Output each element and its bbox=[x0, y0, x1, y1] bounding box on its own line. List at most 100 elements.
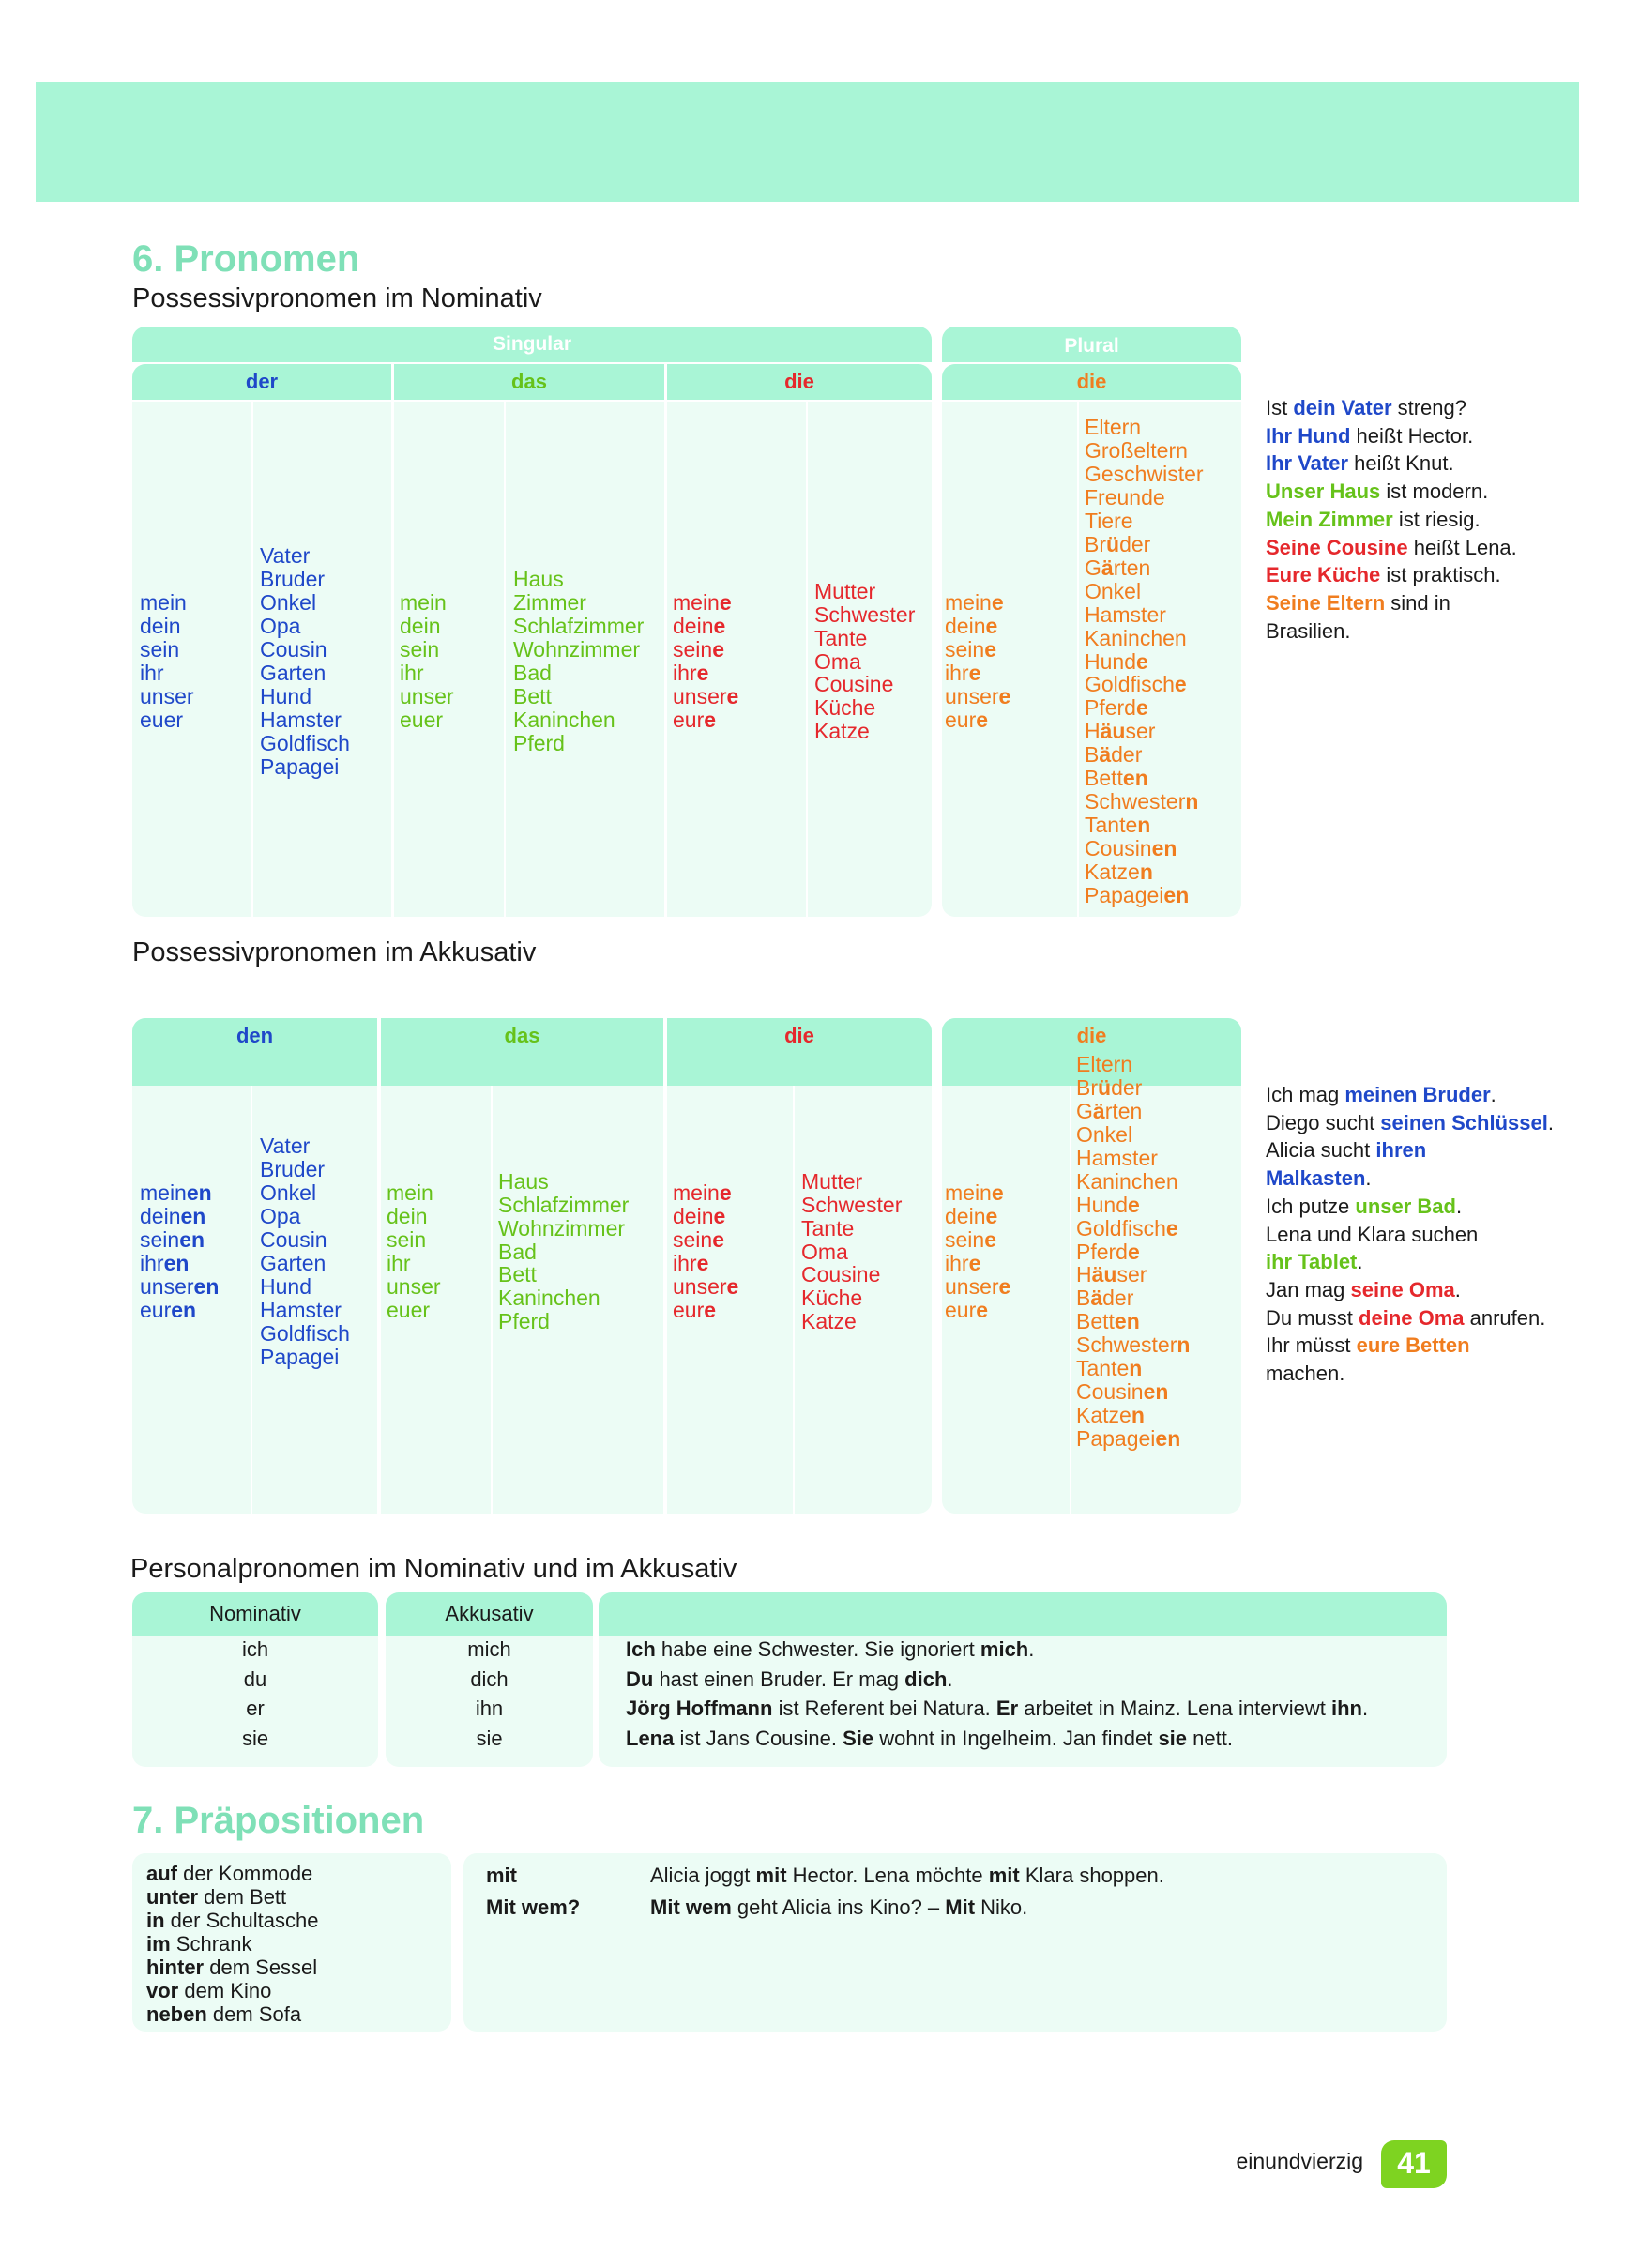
bold-text: e bbox=[696, 661, 709, 685]
text: Papagei bbox=[1085, 882, 1164, 907]
bold-text: Malkasten bbox=[1266, 1166, 1366, 1191]
noun: Mutter bbox=[814, 579, 915, 603]
text: mein bbox=[673, 1180, 720, 1206]
text: sein bbox=[140, 637, 180, 662]
bold-text: Sie bbox=[843, 1726, 874, 1750]
text: Vater bbox=[260, 543, 311, 569]
text: Kaninchen bbox=[498, 1286, 600, 1311]
text: Bruder bbox=[260, 1157, 326, 1182]
preposition-line: unter dem Bett bbox=[146, 1885, 318, 1909]
example-line: Ihr Hund heißt Hector. bbox=[1266, 422, 1517, 450]
text: Hector. Lena möchte bbox=[786, 1864, 989, 1887]
bold-text: e bbox=[704, 1297, 717, 1322]
text: sein bbox=[387, 1227, 427, 1253]
pronoun: meine bbox=[945, 1181, 1010, 1205]
bold-text: Ich bbox=[626, 1637, 656, 1661]
noun: Bett bbox=[498, 1263, 629, 1286]
text: unser bbox=[673, 1273, 727, 1299]
bold-text: e bbox=[696, 1251, 709, 1275]
example-line: Du musst deine Oma anrufen. bbox=[1266, 1304, 1554, 1332]
subtitle: Possessivpronomen im Nominativ bbox=[132, 283, 542, 313]
noun: Wohnzimmer bbox=[498, 1216, 629, 1241]
bold-text: en bbox=[171, 1297, 197, 1322]
text: sein bbox=[400, 637, 440, 662]
bold-text: ä bbox=[1090, 1286, 1103, 1311]
text: . bbox=[1357, 1250, 1363, 1274]
noun: Katze bbox=[814, 720, 915, 743]
body-cell bbox=[386, 1636, 593, 1767]
noun: Bad bbox=[498, 1239, 629, 1264]
noun: Schwestern bbox=[1085, 790, 1204, 814]
text: Bad bbox=[498, 1239, 537, 1264]
text: unser bbox=[945, 683, 999, 708]
text: sind in bbox=[1385, 590, 1450, 615]
akkusativ: ihn bbox=[475, 1697, 504, 1721]
text: Goldfisch bbox=[260, 730, 350, 755]
header-band bbox=[36, 82, 1579, 202]
section-title: 7. Präpositionen bbox=[132, 1800, 425, 1841]
text: . bbox=[1454, 1277, 1461, 1301]
bold-text: unter bbox=[146, 1885, 198, 1909]
bold-text: en bbox=[179, 1227, 205, 1253]
text: ihr bbox=[945, 661, 969, 685]
pronoun: deine bbox=[945, 1205, 1010, 1228]
pronoun: deine bbox=[673, 1205, 738, 1228]
pronoun: unsere bbox=[945, 683, 1010, 708]
page-word: einundvierzig bbox=[1236, 2149, 1363, 2173]
nouns-column: Eltern Brüder Gärten Onkel Hamster Kaninchen H… bbox=[1076, 1032, 1190, 1471]
bold-text: e bbox=[1135, 695, 1148, 721]
text: mein bbox=[140, 1180, 187, 1206]
noun: Hamster bbox=[1085, 602, 1204, 627]
text: . bbox=[1362, 1697, 1369, 1721]
bold-text: e bbox=[1174, 672, 1187, 697]
bold-text: en bbox=[1163, 882, 1190, 907]
akkusativ: mich bbox=[467, 1637, 511, 1661]
noun: Cousin bbox=[260, 638, 350, 662]
text: ist riesig. bbox=[1392, 507, 1481, 531]
text: geht Alicia ins Kino? – bbox=[731, 1895, 946, 1919]
text: Ihr müsst bbox=[1266, 1333, 1357, 1358]
text: euer bbox=[140, 707, 184, 732]
bold-text: im bbox=[146, 1932, 171, 1956]
noun: Bruder bbox=[260, 1158, 350, 1181]
body-cell bbox=[942, 402, 1241, 917]
noun: Küche bbox=[814, 696, 915, 720]
column-divider bbox=[491, 1086, 493, 1514]
text: ihr bbox=[673, 661, 697, 685]
bold-text: Eure Küche bbox=[1266, 563, 1381, 587]
noun: Goldfische bbox=[1076, 1216, 1190, 1241]
text: Onkel bbox=[260, 1180, 317, 1206]
preposition-line: vor dem Kino bbox=[146, 1979, 318, 2002]
text: unser bbox=[387, 1273, 441, 1299]
group-header bbox=[942, 327, 1241, 362]
bold-text: en bbox=[163, 1251, 190, 1275]
column-divider bbox=[251, 1086, 252, 1514]
example-line: Ihr müsst eure Betten bbox=[1266, 1332, 1554, 1360]
pronoun: dein bbox=[387, 1205, 441, 1228]
text: Zimmer bbox=[513, 590, 586, 616]
body-cell bbox=[132, 1636, 378, 1767]
bold-text: e bbox=[985, 614, 998, 639]
text: unser bbox=[673, 683, 727, 708]
text: Haus bbox=[513, 567, 564, 592]
text: sein bbox=[140, 1227, 180, 1253]
pronoun: unseren bbox=[140, 1274, 219, 1299]
text: Schwester bbox=[1076, 1332, 1177, 1358]
text: Bett bbox=[1085, 766, 1123, 791]
noun: Pferd bbox=[498, 1310, 629, 1333]
noun: Brüder bbox=[1085, 533, 1204, 556]
text: Ich mag bbox=[1266, 1083, 1345, 1106]
bold-text: en bbox=[1143, 1378, 1169, 1404]
noun: Hund bbox=[260, 684, 350, 708]
bold-text: en bbox=[1151, 835, 1177, 860]
text: Bruder bbox=[260, 567, 326, 592]
bold-text: e bbox=[984, 637, 996, 662]
example-line: Lena und Klara suchen bbox=[1266, 1221, 1554, 1249]
body-cell bbox=[132, 1086, 377, 1514]
text: . bbox=[1365, 1166, 1372, 1191]
text: Diego sucht bbox=[1266, 1110, 1381, 1134]
pronoun: meine bbox=[673, 591, 738, 615]
text: dein bbox=[140, 614, 181, 639]
text: euer bbox=[400, 707, 444, 732]
bold-text: dich bbox=[904, 1667, 948, 1691]
